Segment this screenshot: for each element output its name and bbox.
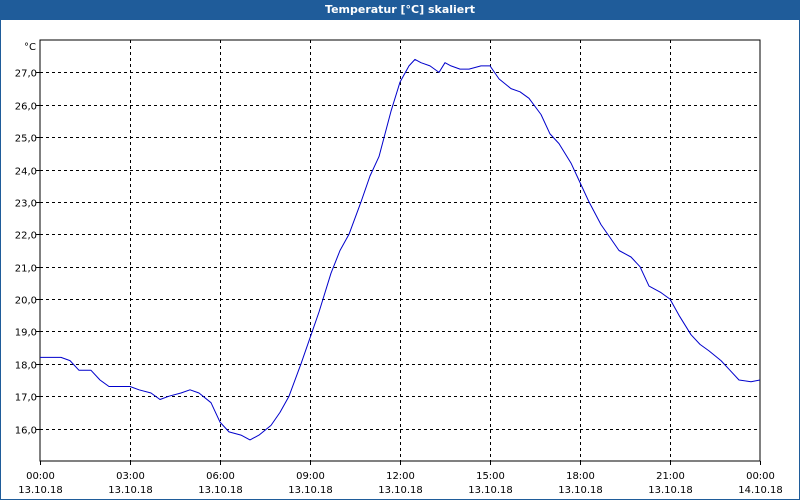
x-tick-date-label: 13.10.18 xyxy=(648,485,693,496)
x-tick-date-label: 13.10.18 xyxy=(558,485,603,496)
x-axis: 00:00 13.10.18 03:00 13.10.18 06:00 13.10.18 0… xyxy=(18,461,783,496)
y-axis-unit-label: °C xyxy=(24,42,36,53)
y-tick-label: 25,0 xyxy=(15,134,37,145)
x-tick-date-label: 13.10.18 xyxy=(198,485,243,496)
y-tick-label: 23,0 xyxy=(15,199,37,210)
y-axis: 16,0 17,0 18,0 19,0 20,0 21,0 22,0 23,0 24,0 25,0… xyxy=(15,69,40,437)
y-tick-label: 21,0 xyxy=(15,264,37,275)
x-tick-date-label: 13.10.18 xyxy=(468,485,513,496)
x-tick-time-label: 09:00 xyxy=(296,471,325,482)
y-tick-label: 19,0 xyxy=(15,328,37,339)
y-tick-label: 20,0 xyxy=(15,296,37,307)
x-tick-time-label: 00:00 xyxy=(746,471,775,482)
x-tick-time-label: 21:00 xyxy=(656,471,685,482)
y-tick-label: 27,0 xyxy=(15,69,37,80)
y-tick-label: 18,0 xyxy=(15,361,37,372)
y-tick-label: 17,0 xyxy=(15,393,37,404)
window-title: Temperatur [°C] skaliert xyxy=(0,0,800,20)
y-tick-label: 24,0 xyxy=(15,167,37,178)
x-tick-time-label: 18:00 xyxy=(566,471,595,482)
x-tick-date-label: 13.10.18 xyxy=(378,485,423,496)
y-tick-label: 16,0 xyxy=(15,426,37,437)
y-tick-label: 22,0 xyxy=(15,231,37,242)
x-tick-date-label: 13.10.18 xyxy=(18,485,63,496)
x-tick-date-label: 14.10.18 xyxy=(738,485,783,496)
series-group xyxy=(40,58,761,441)
x-tick-time-label: 00:00 xyxy=(26,471,55,482)
x-tick-date-label: 13.10.18 xyxy=(108,485,153,496)
x-tick-time-label: 03:00 xyxy=(116,471,145,482)
x-tick-time-label: 06:00 xyxy=(206,471,235,482)
y-tick-label: 26,0 xyxy=(15,102,37,113)
grid-lines xyxy=(40,40,760,461)
x-tick-time-label: 12:00 xyxy=(386,471,415,482)
x-tick-time-label: 15:00 xyxy=(476,471,505,482)
temperature-series-line xyxy=(40,58,761,441)
x-tick-date-label: 13.10.18 xyxy=(288,485,333,496)
